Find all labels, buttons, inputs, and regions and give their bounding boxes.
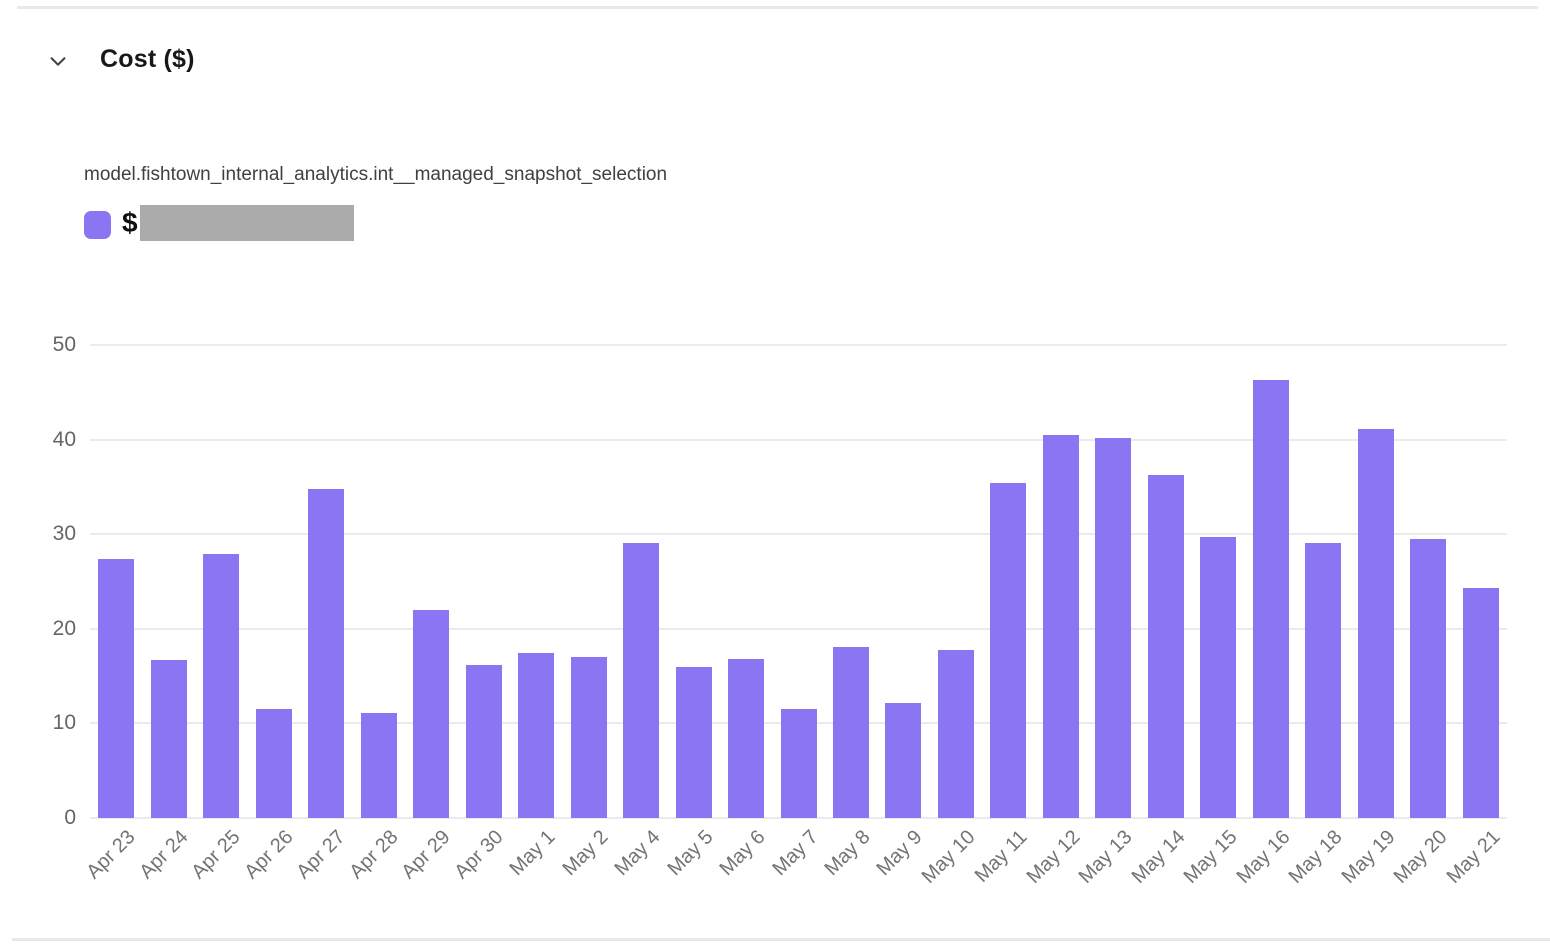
bar-may-21[interactable] xyxy=(1462,588,1499,818)
bar-may-9[interactable] xyxy=(885,702,922,818)
bar-apr-30[interactable] xyxy=(465,664,502,818)
chevron-down-icon xyxy=(47,50,69,75)
bar-apr-25[interactable] xyxy=(203,554,240,818)
bar-may-6[interactable] xyxy=(728,659,765,818)
bar-may-4[interactable] xyxy=(623,542,660,818)
bar-may-13[interactable] xyxy=(1095,437,1132,818)
bar-may-14[interactable] xyxy=(1147,474,1184,818)
bar-may-18[interactable] xyxy=(1305,542,1342,818)
gridline xyxy=(90,533,1507,536)
y-tick-label: 50 xyxy=(52,333,76,356)
gridline xyxy=(90,344,1507,346)
gridline xyxy=(90,438,1507,441)
legend-value-redacted xyxy=(139,205,354,241)
y-tick-label: 20 xyxy=(52,616,76,640)
bar-may-19[interactable] xyxy=(1357,429,1394,818)
y-tick-label: 30 xyxy=(52,522,76,546)
y-tick-label: 0 xyxy=(64,806,76,829)
y-tick-label: 40 xyxy=(52,427,76,451)
bar-may-16[interactable] xyxy=(1252,380,1289,818)
gridline xyxy=(90,627,1507,630)
bar-apr-29[interactable] xyxy=(413,609,450,818)
x-axis: Apr 23 Apr 24 Apr 25 Apr 26 Apr 27 Apr 28 Apr … xyxy=(0,826,1550,936)
bar-may-1[interactable] xyxy=(518,653,555,818)
bar-apr-26[interactable] xyxy=(255,709,292,818)
legend-item[interactable]: $ xyxy=(84,205,354,241)
bar-may-2[interactable] xyxy=(570,657,607,818)
bottom-divider xyxy=(12,938,1550,941)
legend-swatch xyxy=(84,210,111,239)
bar-may-5[interactable] xyxy=(675,666,712,818)
plot-area xyxy=(90,344,1507,819)
gridline xyxy=(90,817,1507,819)
page-title: Cost ($) xyxy=(100,45,195,73)
bar-may-8[interactable] xyxy=(832,646,869,818)
bar-may-15[interactable] xyxy=(1200,537,1237,818)
top-divider xyxy=(17,6,1538,9)
bar-may-20[interactable] xyxy=(1410,538,1447,818)
bar-apr-27[interactable] xyxy=(308,488,345,818)
bar-may-10[interactable] xyxy=(937,649,974,818)
chart-series-title: model.fishtown_internal_analytics.int__m… xyxy=(84,164,668,185)
legend-value-prefix: $ xyxy=(122,207,138,238)
bar-may-12[interactable] xyxy=(1042,434,1079,818)
collapse-section-button[interactable] xyxy=(44,48,72,76)
y-tick-label: 10 xyxy=(52,711,76,735)
bar-apr-24[interactable] xyxy=(150,660,187,818)
y-axis: 0 10 20 30 40 50 xyxy=(0,333,76,829)
bar-apr-28[interactable] xyxy=(360,713,397,818)
bar-may-11[interactable] xyxy=(990,483,1027,818)
bar-may-7[interactable] xyxy=(780,709,817,818)
bar-apr-23[interactable] xyxy=(98,558,135,818)
